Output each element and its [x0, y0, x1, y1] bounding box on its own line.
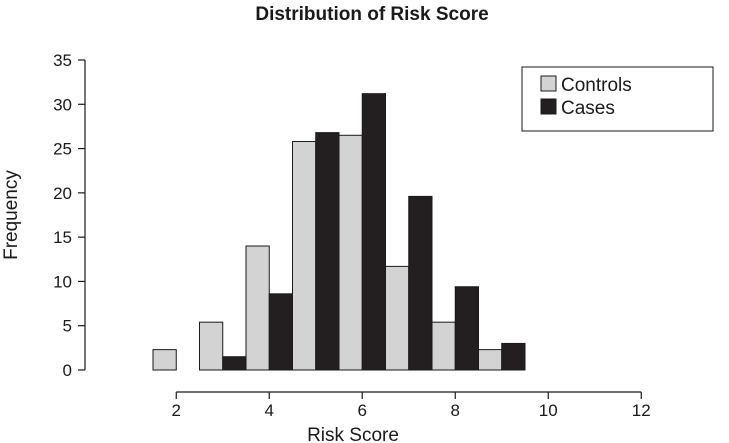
x-tick-label: 12 — [632, 401, 651, 420]
bar-cases-3 — [222, 356, 247, 371]
y-tick-label: 35 — [53, 51, 72, 70]
bar-cases-8 — [454, 286, 479, 371]
bar-controls-9 — [478, 349, 503, 371]
y-tick-label: 5 — [63, 317, 72, 336]
x-axis-label: Risk Score — [307, 425, 399, 443]
y-tick-label: 15 — [53, 228, 72, 247]
y-axis: 0 5 10 15 20 25 30 35 — [53, 51, 86, 380]
y-tick-label: 10 — [53, 272, 72, 291]
bar-controls-3 — [199, 321, 224, 371]
y-axis-label: Frequency — [1, 170, 22, 260]
y-tick-label: 20 — [53, 184, 72, 203]
bar-cases-7 — [408, 195, 433, 371]
y-tick-label: 25 — [53, 140, 72, 159]
bar-cases-6 — [361, 93, 386, 371]
chart-title: Distribution of Risk Score — [255, 4, 488, 25]
bar-controls-7 — [385, 265, 410, 371]
y-tick-label: 30 — [53, 95, 72, 114]
legend-label-cases: Cases — [561, 98, 615, 119]
bar-controls-5 — [292, 140, 317, 371]
bar-cases-9 — [501, 342, 526, 371]
legend-label-controls: Controls — [561, 75, 632, 96]
bar-controls-2 — [152, 349, 177, 371]
x-axis: 2 4 6 8 10 12 — [172, 391, 651, 420]
bar-controls-6 — [338, 134, 363, 371]
y-tick-label: 0 — [63, 361, 72, 380]
x-tick-label: 10 — [539, 401, 558, 420]
bar-cases-4 — [268, 293, 293, 371]
x-tick-label: 8 — [451, 401, 460, 420]
legend-swatch-cases — [540, 98, 557, 115]
x-tick-label: 2 — [172, 401, 181, 420]
x-tick-label: 6 — [358, 401, 367, 420]
bar-controls-4 — [245, 245, 270, 371]
legend-swatch-controls — [540, 75, 557, 92]
bars — [152, 93, 526, 371]
bar-cases-5 — [315, 132, 340, 371]
bar-controls-8 — [431, 321, 456, 371]
x-tick-label: 4 — [265, 401, 274, 420]
